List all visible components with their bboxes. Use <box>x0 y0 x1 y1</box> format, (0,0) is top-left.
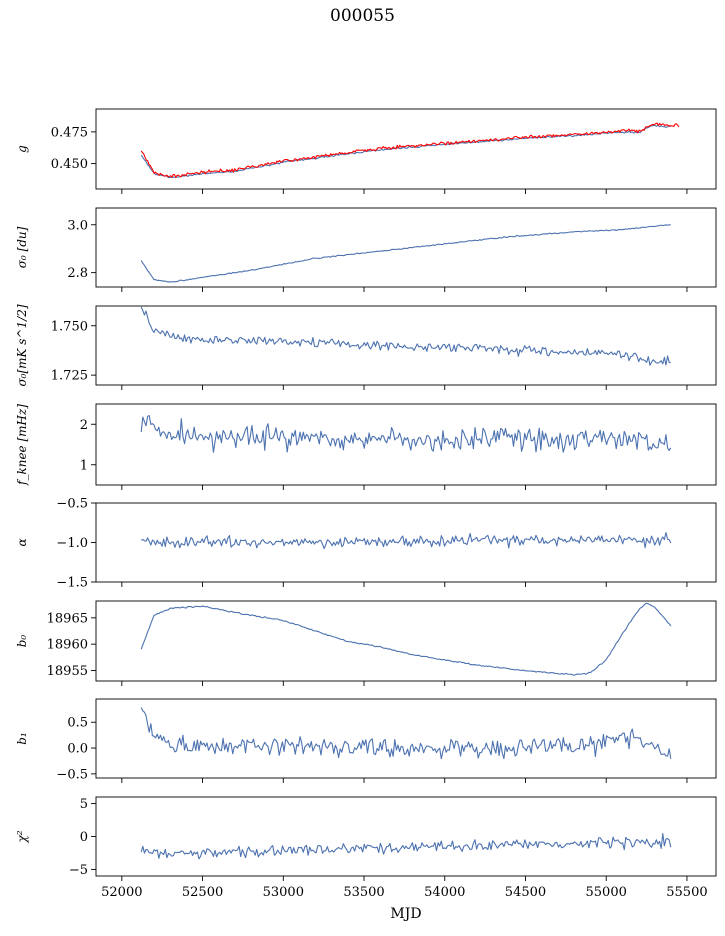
y-tick-label-b1-1: 0.0 <box>67 742 88 757</box>
y-tick-label-g-1: 0.475 <box>51 125 88 140</box>
x-tick-label-54500: 54500 <box>505 885 546 900</box>
x-tick-label-55000: 55000 <box>586 885 627 900</box>
panel-frame-g <box>95 108 717 190</box>
y-tick-label-sigma0_mKs-0: 1.725 <box>51 369 88 384</box>
y-tick-label-chi2-1: 0 <box>80 830 88 845</box>
y-tick-label-alpha-1: −1.0 <box>56 536 88 551</box>
y-tick-label-b1-2: 0.5 <box>67 716 88 731</box>
y-tick-label-b0-0: 18955 <box>47 664 88 679</box>
y-axis-label-chi2: χ² <box>15 830 29 843</box>
panel-frame-chi2 <box>95 796 717 877</box>
series-line-b0 <box>140 602 672 676</box>
y-axis-label-f_knee: f_knee [mHz] <box>15 404 29 486</box>
x-tick-label-55500: 55500 <box>666 885 707 900</box>
y-axis-label-b0: b₀ <box>15 635 29 648</box>
x-tick-label-54000: 54000 <box>424 885 465 900</box>
series-line-alpha <box>140 531 672 550</box>
y-tick-label-f_knee-1: 2 <box>80 418 88 433</box>
series-line-b1 <box>140 707 672 760</box>
series-line-chi2 <box>140 832 672 860</box>
y-axis-label-g: g <box>15 145 29 153</box>
y-tick-label-b0-1: 18960 <box>47 638 88 653</box>
y-axis-label-sigma0_mKs: σ₀[mK s^1/2] <box>15 304 29 386</box>
panel-frame-sigma0_mKs <box>95 305 717 386</box>
y-tick-label-chi2-0: −5 <box>69 863 88 878</box>
y-tick-label-g-0: 0.450 <box>51 157 88 172</box>
y-tick-label-b1-0: −0.5 <box>56 767 88 782</box>
y-tick-label-sigma0_du-0: 2.8 <box>67 266 88 281</box>
x-tick-label-52500: 52500 <box>182 885 223 900</box>
y-tick-label-sigma0_du-1: 3.0 <box>67 218 88 233</box>
x-tick-label-53000: 53000 <box>263 885 304 900</box>
y-tick-label-b0-2: 18965 <box>47 611 88 626</box>
series-line-sigma0_du <box>140 224 671 283</box>
y-tick-label-chi2-2: 5 <box>80 797 88 812</box>
y-axis-label-b1: b₁ <box>15 732 29 745</box>
y-axis-label-alpha: α <box>15 538 29 546</box>
figure-title: 000055 <box>330 6 395 26</box>
y-axis-label-sigma0_du: σ₀ [du] <box>15 226 29 268</box>
y-tick-label-alpha-2: −0.5 <box>56 497 88 512</box>
series-line-sigma0_mKs <box>140 306 671 366</box>
panel-frame-b1 <box>95 698 717 779</box>
panel-frame-b0 <box>95 600 717 682</box>
panel-frame-f_knee <box>95 403 717 486</box>
x-tick-label-53500: 53500 <box>343 885 384 900</box>
series-line-f_knee <box>140 415 672 453</box>
overlay-line-g <box>140 122 680 178</box>
x-tick-label-52000: 52000 <box>101 885 142 900</box>
panel-frame-sigma0_du <box>95 207 717 288</box>
x-axis-label: MJD <box>390 906 422 922</box>
y-tick-label-sigma0_mKs-1: 1.750 <box>51 319 88 334</box>
y-tick-label-alpha-0: −1.5 <box>56 576 88 591</box>
y-tick-label-f_knee-0: 1 <box>80 458 88 473</box>
